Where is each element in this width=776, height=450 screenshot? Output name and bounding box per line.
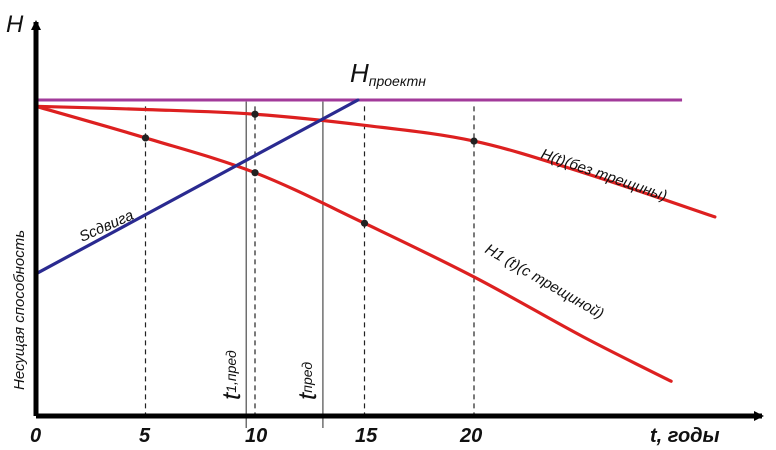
series-line-2 [34,98,360,276]
data-point [360,219,369,227]
x-tick-label: 10 [245,425,267,447]
data-point [141,134,150,142]
h-design-label: Hпроектн [350,58,426,89]
series-line-0 [34,104,717,219]
data-point [251,110,259,118]
t-pred-label: tпред [292,362,322,400]
series-label-h: H(t)(без трещины) [539,146,669,205]
y-axis-letter: H [6,11,24,38]
x-tick-label: 20 [459,425,482,447]
t1-pred-label: t1,пред [216,350,246,400]
series-label-shear: Sсдвига [77,207,136,246]
x-tick-label: 5 [139,425,151,447]
data-point [251,169,259,177]
data-point [470,137,478,145]
x-tick-label: 15 [355,425,378,447]
series-line-1 [34,104,673,383]
x-tick-label: 0 [30,425,41,447]
x-axis-label: t, годы [650,425,720,447]
y-axis-label: Несущая способность [11,230,28,390]
series-label-h1: H1 (t)(с трещиной) [482,241,607,323]
